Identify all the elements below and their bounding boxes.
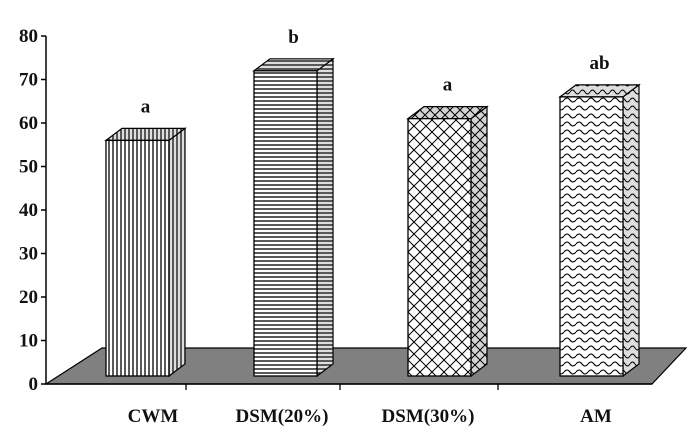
bar-side-face	[470, 105, 488, 378]
bar-front-face	[407, 118, 472, 377]
bar-side-face	[622, 83, 640, 378]
y-tick-label: 40	[19, 200, 38, 221]
significance-letter: ab	[589, 53, 609, 74]
y-tick-label: 20	[19, 287, 38, 308]
significance-letter: a	[443, 75, 453, 96]
bar-side-face	[316, 57, 334, 378]
y-tick-label: 60	[19, 113, 38, 134]
labels: a CWM b DSM(20%) a DSM(30%) ab AM	[128, 27, 612, 427]
x-category-label: DSM(30%)	[382, 406, 475, 427]
x-category-label: DSM(20%)	[236, 406, 329, 427]
x-category-label: AM	[580, 406, 612, 427]
bar-cwm	[104, 127, 187, 378]
bar-side-face	[168, 127, 186, 378]
y-tick-label: 0	[29, 374, 39, 395]
y-tick-label: 50	[19, 157, 38, 178]
y-tick-label: 80	[19, 26, 38, 47]
y-tick-label: 10	[19, 331, 38, 352]
significance-letter: a	[141, 96, 151, 117]
x-category-label: CWM	[128, 406, 179, 427]
bar-front-face	[105, 139, 170, 377]
bar-front-face	[559, 96, 624, 377]
y-tick-label: 30	[19, 244, 38, 265]
bars	[104, 57, 641, 378]
bar-dsm-20	[252, 57, 335, 378]
bar-dsm-30	[406, 105, 489, 378]
y-tick-label: 70	[19, 70, 38, 91]
bar-front-face	[253, 70, 318, 377]
y-axis: 0 10 20 30 40 50 60 70 80	[19, 26, 652, 395]
significance-letter: b	[288, 27, 299, 48]
bar-am	[558, 83, 641, 378]
